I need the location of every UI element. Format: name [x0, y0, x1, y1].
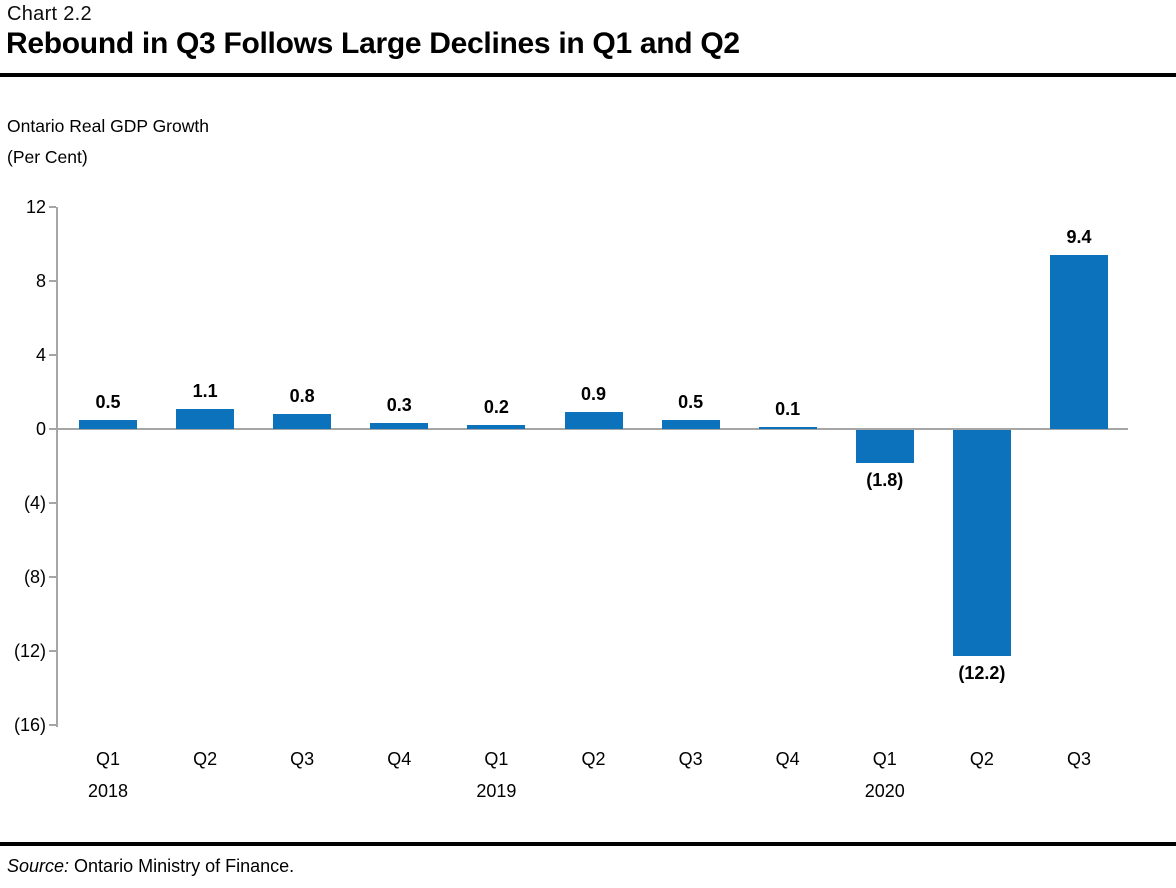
bar-q2	[952, 430, 1011, 656]
x-axis-quarter-label: Q2	[969, 749, 994, 769]
bar-value-label: 1.1	[192, 380, 218, 401]
x-axis-quarter-label: Q4	[387, 749, 412, 769]
y-tick-mark	[49, 354, 56, 356]
x-axis-quarter-label: Q1	[484, 749, 509, 769]
bar-value-label: 0.2	[483, 397, 509, 418]
x-axis-year-label: 2018	[87, 781, 129, 801]
y-tick-label: (8)	[24, 567, 46, 587]
x-axis-quarter-label: Q4	[775, 749, 800, 769]
bar-q2	[176, 408, 235, 429]
y-tick-label: 0	[35, 419, 46, 439]
chart-title: Rebound in Q3 Follows Large Declines in …	[6, 27, 740, 60]
y-tick-label: 12	[25, 197, 46, 217]
x-axis-quarter-label: Q3	[678, 749, 703, 769]
bar-q1-2019	[467, 425, 526, 429]
y-tick-mark	[49, 428, 56, 430]
bar-q1-2020	[855, 430, 914, 464]
bar-value-label: 0.8	[289, 386, 315, 407]
axis-caption: Ontario Real GDP Growth (Per Cent)	[7, 111, 209, 173]
bar-value-label: (1.8)	[866, 470, 904, 491]
chart-number: Chart 2.2	[7, 3, 92, 25]
y-tick-mark	[49, 650, 56, 652]
source-label: Source:	[7, 856, 70, 876]
x-axis-quarter-label: Q3	[290, 749, 315, 769]
y-tick-mark	[49, 576, 56, 578]
bar-q3	[661, 419, 720, 429]
bar-q3	[1050, 255, 1108, 429]
axis-caption-line1: Ontario Real GDP Growth	[7, 116, 209, 136]
y-axis-line	[56, 207, 58, 727]
bar-value-label: 0.5	[95, 391, 121, 412]
bar-q3	[273, 414, 332, 429]
bar-value-label: 9.4	[1066, 227, 1092, 248]
x-axis-year-label: 2019	[476, 781, 517, 801]
bar-q4	[370, 423, 429, 429]
y-tick-label: 4	[35, 345, 46, 365]
bar-value-label: (12.2)	[958, 662, 1006, 683]
y-tick-label: (12)	[13, 641, 46, 661]
footer-divider-rule	[0, 842, 1176, 846]
axis-caption-line2: (Per Cent)	[7, 147, 88, 167]
bar-value-label: 0.5	[678, 391, 704, 412]
source-line: Source: Ontario Ministry of Finance.	[7, 856, 294, 877]
y-tick-label: (16)	[13, 715, 46, 735]
source-text: Ontario Ministry of Finance.	[69, 856, 295, 876]
x-axis-quarter-label: Q2	[193, 749, 218, 769]
bar-value-label: 0.1	[775, 399, 801, 419]
x-axis-quarter-label: Q3	[1066, 749, 1091, 769]
bar-q2	[564, 412, 623, 429]
x-axis-quarter-label: Q2	[581, 749, 606, 769]
bar-q1-2018	[79, 419, 137, 429]
bar-value-label: 0.9	[580, 384, 607, 405]
bar-q4	[758, 427, 817, 429]
y-tick-mark	[49, 502, 56, 504]
y-tick-mark	[49, 280, 56, 282]
x-axis-year-label: 2020	[864, 781, 905, 801]
y-tick-mark	[49, 206, 56, 208]
x-axis-quarter-label: Q1	[95, 749, 120, 769]
y-tick-mark	[49, 724, 56, 726]
zero-baseline	[58, 428, 1128, 430]
bar-value-label: 0.3	[386, 395, 412, 416]
title-divider-rule	[0, 73, 1176, 77]
y-tick-label: 8	[35, 271, 46, 291]
y-tick-label: (4)	[24, 493, 46, 513]
x-axis-quarter-label: Q1	[872, 749, 897, 769]
